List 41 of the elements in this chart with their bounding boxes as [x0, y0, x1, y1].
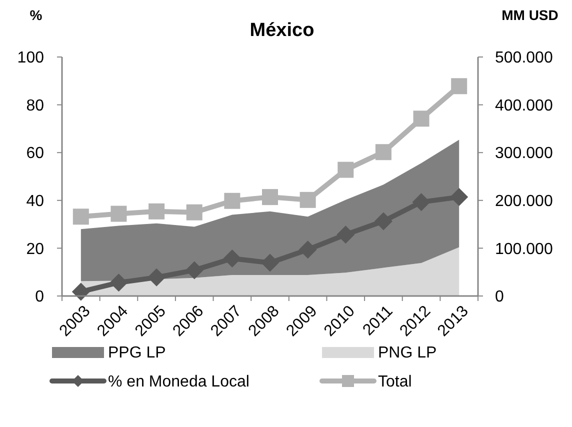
point [451, 78, 468, 94]
point [261, 254, 279, 272]
y-tick-label: 0 [35, 288, 44, 306]
y-tick-label: 100 [17, 50, 44, 67]
legend-label: Total [378, 374, 412, 391]
legend-label: PNG LP [378, 344, 437, 362]
point [336, 226, 355, 244]
point [450, 188, 468, 206]
y2-axis-title: MM USD [502, 7, 558, 23]
y2-tick-label: 200.000 [495, 193, 553, 210]
y-tick-label: 40 [26, 193, 44, 210]
point [186, 204, 202, 220]
legend-label: PPG LP [108, 344, 166, 362]
point [72, 282, 90, 301]
y-tick-label: 60 [26, 145, 44, 162]
point [72, 208, 89, 225]
point [413, 110, 430, 127]
point [185, 261, 204, 280]
point [223, 249, 242, 268]
point [148, 268, 166, 286]
y2-tick-label: 500.000 [495, 50, 553, 67]
y-tick-label: 80 [26, 97, 44, 114]
point [300, 192, 316, 208]
y2-tick-label: 0 [495, 288, 504, 306]
y-axis-title: % [30, 7, 43, 23]
point [298, 240, 317, 259]
point [412, 193, 430, 212]
y-tick-label: 20 [26, 240, 44, 258]
legend-label: % en Moneda Local [108, 374, 250, 391]
y2-tick-label: 100.000 [495, 240, 553, 258]
point [148, 203, 165, 220]
point [224, 192, 240, 209]
point [338, 162, 354, 178]
y2-tick-label: 400.000 [495, 97, 553, 114]
point [110, 274, 128, 292]
point [374, 212, 392, 230]
point [110, 206, 127, 222]
chart-title: México [250, 20, 314, 41]
point [375, 144, 392, 160]
y2-tick-label: 300.000 [495, 145, 553, 162]
point [262, 189, 278, 206]
